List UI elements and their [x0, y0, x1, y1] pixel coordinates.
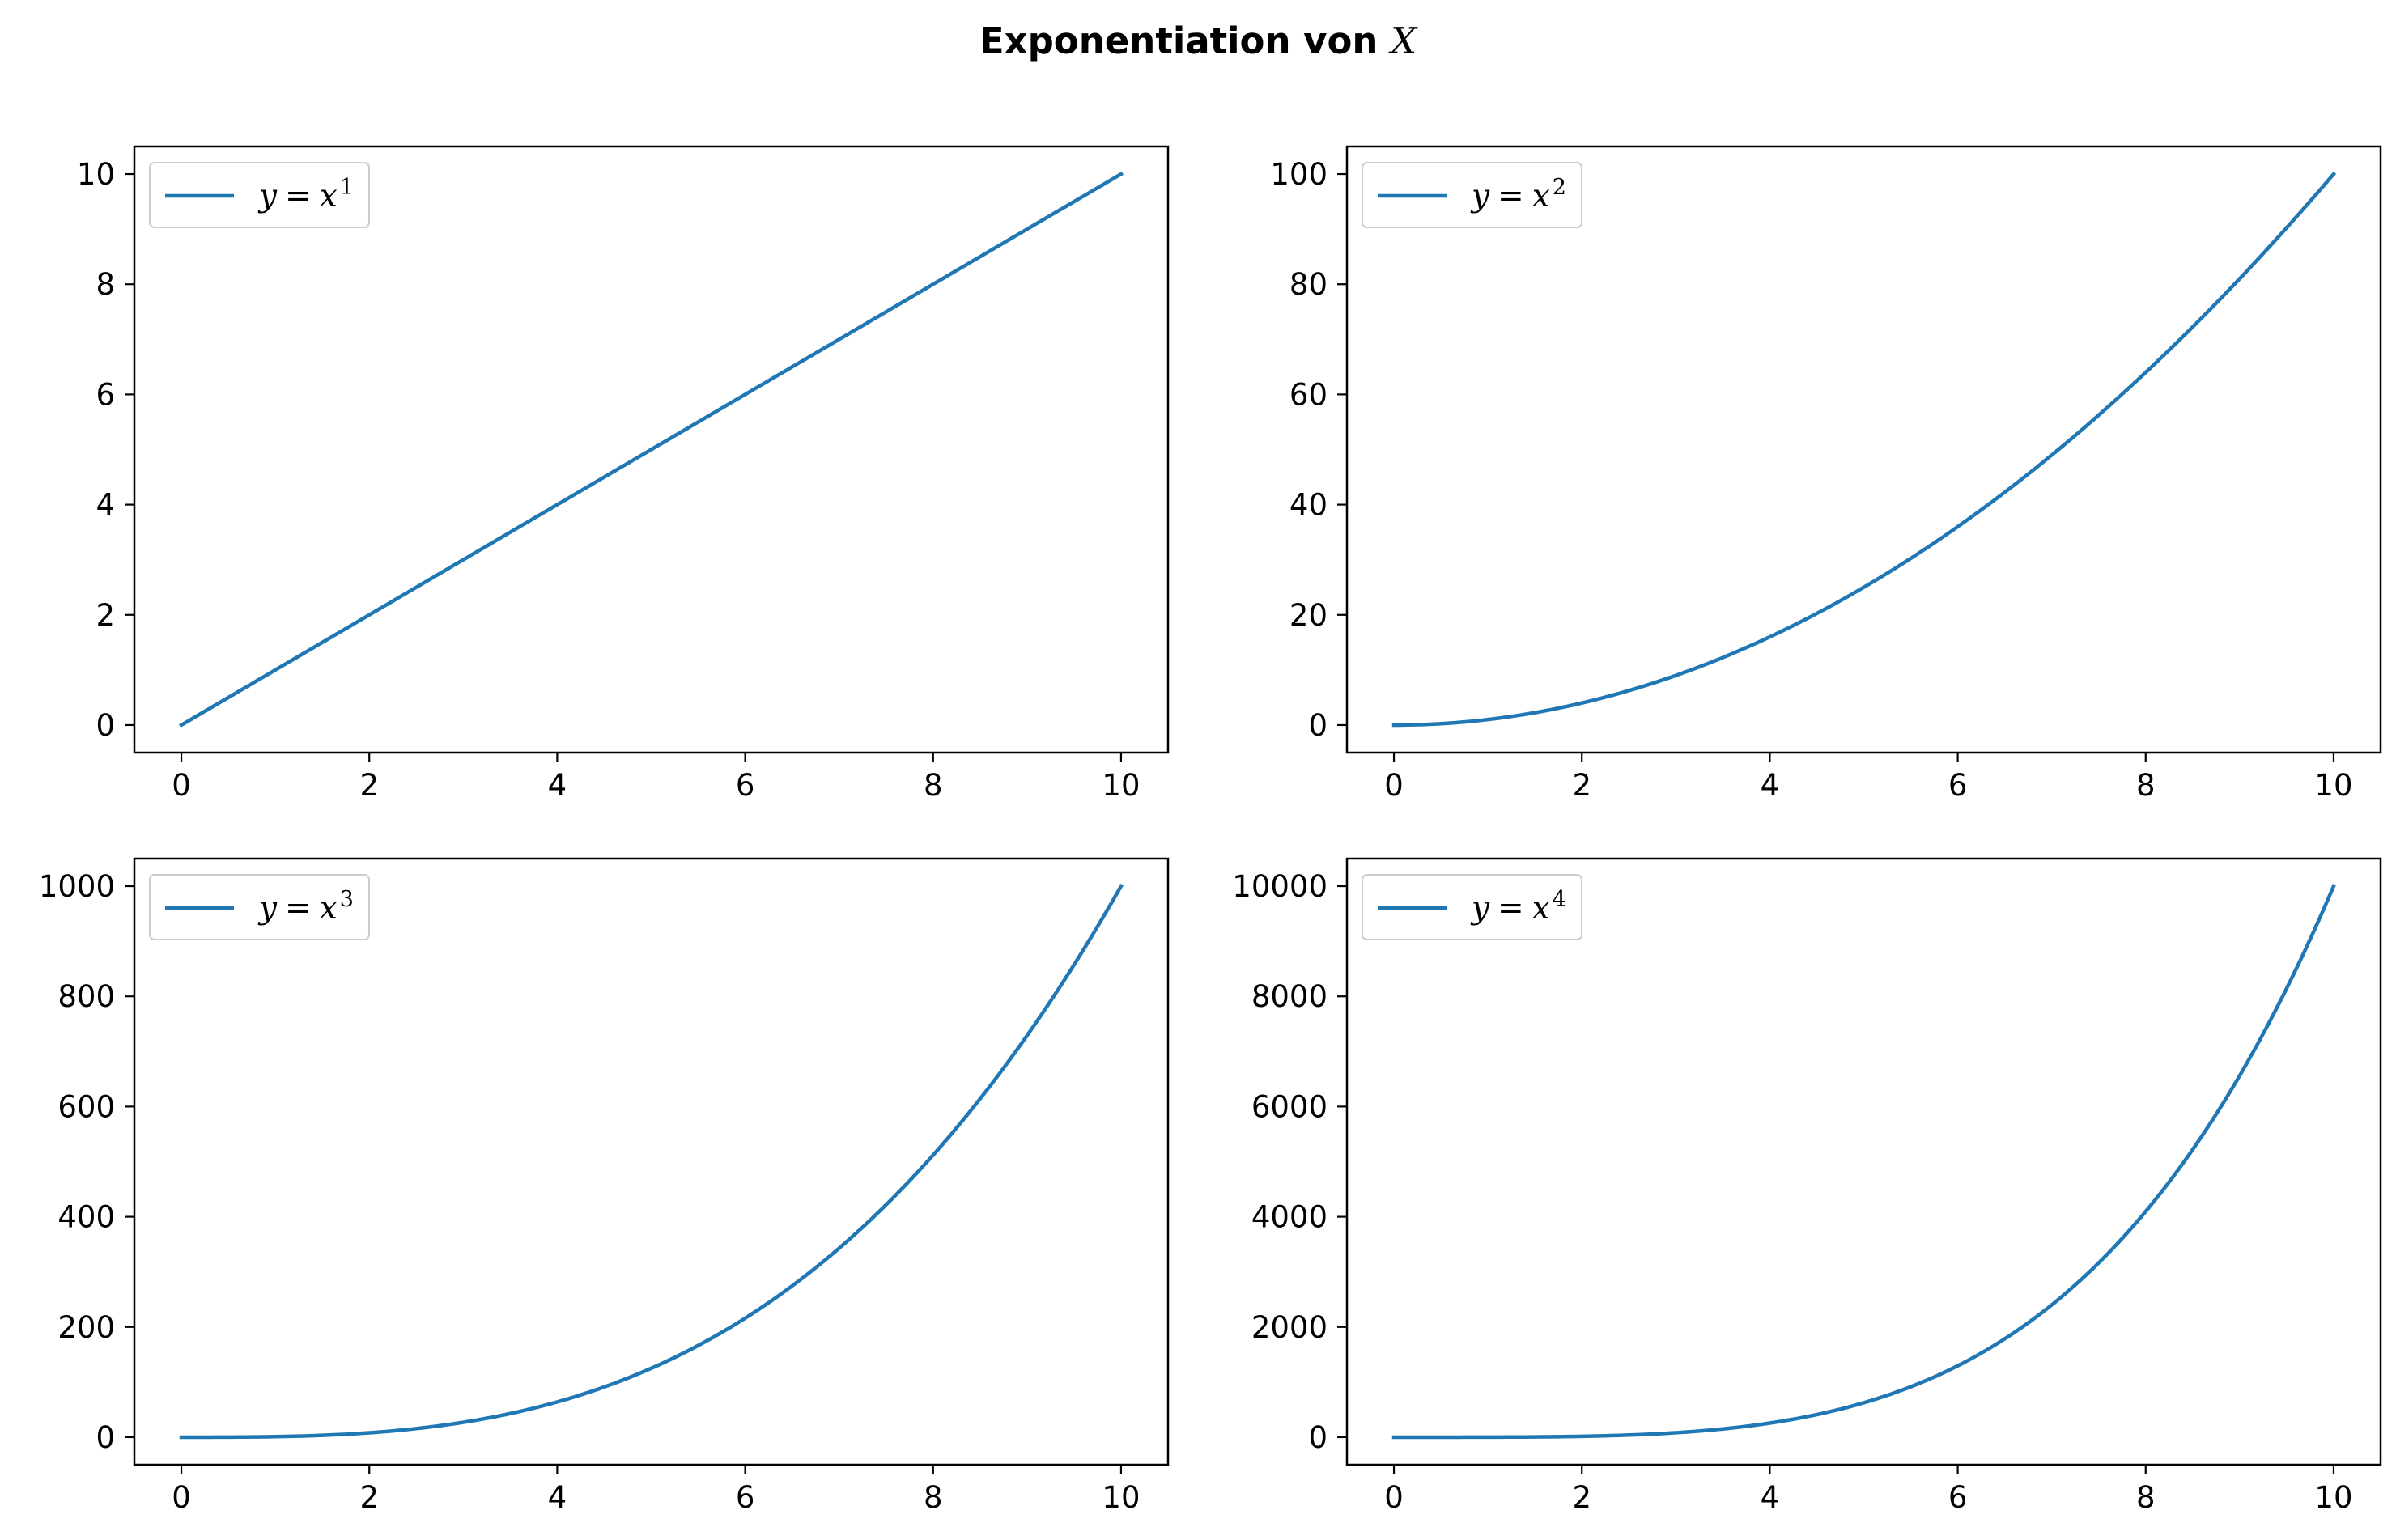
- x-tick-label: 0: [172, 1480, 191, 1515]
- plot-area: [1347, 859, 2381, 1465]
- plot-area: [1347, 146, 2381, 753]
- y-tick-label: 40: [1289, 488, 1328, 523]
- x-tick-label: 6: [736, 1480, 755, 1515]
- x-tick-label: 2: [1572, 768, 1591, 803]
- y-tick-label: 400: [57, 1200, 115, 1235]
- legend: y = x 4: [1362, 874, 1582, 940]
- subplot-1: 0 2 4 6 8 10 0 2 4 6 8 10 y = x 1: [77, 145, 1170, 803]
- y-tick-label: 600: [57, 1089, 115, 1124]
- x-tick-label: 8: [924, 1480, 943, 1515]
- figure-title-math: X: [1388, 19, 1418, 62]
- legend-box: [149, 874, 370, 940]
- y-tick-label: 4: [96, 488, 115, 523]
- y-tick-label: 200: [57, 1310, 115, 1345]
- y-tick-label: 4000: [1251, 1200, 1328, 1235]
- x-tick-label: 4: [548, 1480, 567, 1515]
- x-tick-label: 2: [359, 768, 379, 803]
- y-tick-label: 80: [1289, 267, 1328, 302]
- x-tick-label: 0: [1384, 768, 1404, 803]
- y-tick-label: 10: [77, 157, 115, 192]
- y-tick-label: 6: [96, 377, 115, 412]
- legend: y = x 1: [149, 162, 370, 228]
- x-tick-label: 10: [1102, 768, 1140, 803]
- x-tick-label: 8: [2136, 768, 2156, 803]
- y-tick-label: 0: [96, 1420, 115, 1455]
- legend-box: [1362, 874, 1582, 940]
- legend-box: [149, 162, 370, 228]
- y-tick-label: 2000: [1251, 1310, 1328, 1345]
- y-tick-label: 0: [96, 708, 115, 743]
- x-tick-label: 0: [1384, 1480, 1404, 1515]
- legend-label: y = x 1: [257, 175, 354, 214]
- series-line: [179, 883, 1124, 1440]
- axes-frame: [133, 145, 1170, 754]
- y-tick-label: 10000: [1232, 869, 1328, 904]
- series-line: [1391, 884, 2336, 1440]
- y-tick-label: 20: [1289, 598, 1328, 633]
- series-line: [1391, 171, 2337, 728]
- figure-title: Exponentiation von X: [979, 19, 1418, 62]
- y-tick-label: 6000: [1251, 1089, 1328, 1124]
- y-tick-label: 800: [57, 979, 115, 1014]
- y-tick-label: 8: [96, 267, 115, 302]
- legend: y = x 3: [149, 874, 370, 940]
- legend-label: y = x 4: [1470, 887, 1566, 927]
- axes-frame: [1345, 145, 2382, 754]
- x-tick-label: 4: [1761, 768, 1780, 803]
- x-tick-label: 2: [359, 1480, 379, 1515]
- plot-area: [134, 859, 1168, 1465]
- x-tick-label: 0: [172, 768, 191, 803]
- subplot-3: 0 2 4 6 8 10 0 200 400 600 800 1000 y = x 3: [39, 857, 1170, 1515]
- x-tick-label: 8: [924, 768, 943, 803]
- x-tick-label: 8: [2136, 1480, 2156, 1515]
- x-tick-label: 6: [736, 768, 755, 803]
- series-line: [178, 171, 1124, 728]
- x-tick-label: 6: [1948, 768, 1968, 803]
- legend-box: [1362, 162, 1582, 228]
- x-tick-label: 10: [2314, 1480, 2352, 1515]
- y-tick-label: 0: [1308, 1420, 1328, 1455]
- subplot-4: 0 2 4 6 8 10 0 2000 4000 6000 8000 10000 y = x 4: [1232, 857, 2382, 1515]
- legend-label: y = x 2: [1470, 175, 1566, 214]
- axes-frame: [133, 857, 1170, 1466]
- y-tick-label: 60: [1289, 377, 1328, 412]
- y-tick-label: 100: [1270, 157, 1328, 192]
- x-tick-label: 10: [2314, 768, 2352, 803]
- y-tick-label: 0: [1308, 708, 1328, 743]
- x-tick-label: 6: [1948, 1480, 1968, 1515]
- axes-frame: [1345, 857, 2382, 1466]
- x-tick-label: 10: [1102, 1480, 1140, 1515]
- legend: y = x 2: [1362, 162, 1582, 228]
- y-tick-label: 1000: [39, 869, 115, 904]
- x-tick-label: 4: [548, 768, 567, 803]
- x-tick-label: 2: [1572, 1480, 1591, 1515]
- y-tick-label: 8000: [1251, 979, 1328, 1014]
- y-tick-label: 2: [96, 598, 115, 633]
- figure-title-text: Exponentiation von: [979, 19, 1391, 62]
- legend-label: y = x 3: [257, 887, 354, 927]
- x-tick-label: 4: [1761, 1480, 1780, 1515]
